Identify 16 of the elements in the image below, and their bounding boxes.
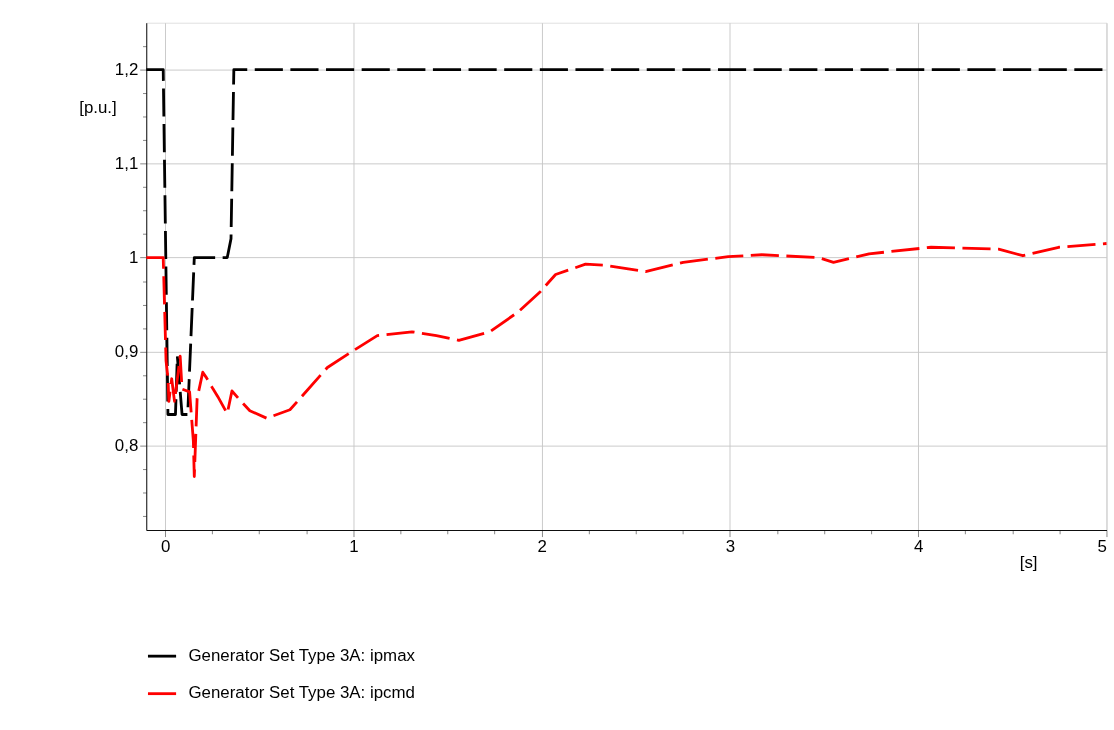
y-tick-label: 0,8 (114, 435, 139, 455)
y-tick-label: 1,2 (114, 59, 139, 79)
x-tick-label: 1 (349, 537, 359, 557)
x-axis-title: [s] (1019, 553, 1038, 573)
y-tick-label: 0,9 (114, 341, 139, 361)
line-series (144, 242, 1108, 478)
x-tick-label: 3 (725, 537, 736, 557)
x-tick-label: 5 (1097, 537, 1107, 557)
y-tick-label: 1 (128, 247, 139, 267)
legend-label: Generator Set Type 3A: ipcmd (188, 683, 415, 703)
x-tick-label: 2 (537, 537, 547, 557)
y-tick-label: 1,1 (114, 153, 139, 173)
x-tick-label: 4 (913, 537, 924, 557)
x-tick-label: 0 (160, 537, 171, 557)
legend-label: Generator Set Type 3A: ipmax (188, 645, 416, 665)
y-axis-title: [p.u.] (79, 98, 117, 118)
